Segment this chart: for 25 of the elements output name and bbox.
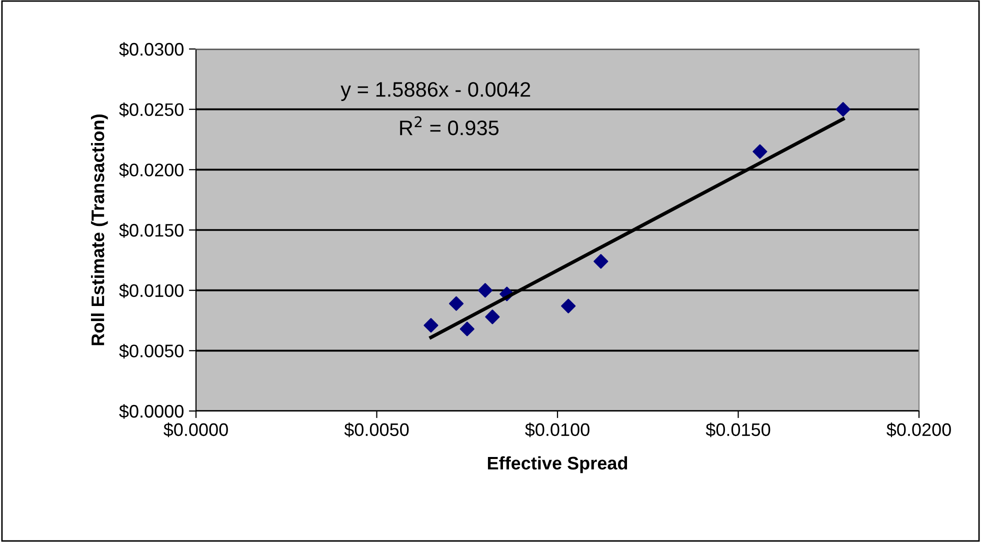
y-tick-label: $0.0050 bbox=[119, 344, 184, 358]
x-axis-title: Effective Spread bbox=[488, 456, 628, 474]
point bbox=[424, 318, 438, 333]
y-tick-label: $0.0000 bbox=[119, 404, 184, 419]
x-tick-label: $0.0200 bbox=[886, 422, 951, 438]
point bbox=[478, 283, 492, 298]
x-tick-label: $0.0000 bbox=[164, 422, 228, 438]
point bbox=[561, 298, 576, 314]
y-tick-label: $0.0200 bbox=[119, 162, 184, 178]
point bbox=[836, 102, 850, 117]
point bbox=[448, 296, 464, 311]
point bbox=[460, 322, 474, 336]
x-tick-label: $0.0100 bbox=[525, 422, 590, 438]
point bbox=[485, 310, 500, 324]
y-tick-label: $0.0300 bbox=[119, 42, 184, 57]
x-tick-label: $0.0050 bbox=[344, 422, 409, 438]
y-tick-label: $0.0100 bbox=[119, 284, 184, 298]
y-axis-title: Roll Estimate (Transaction) bbox=[90, 114, 108, 346]
point bbox=[594, 254, 608, 269]
x-tick-label: $0.0150 bbox=[706, 422, 770, 438]
point bbox=[752, 144, 768, 159]
annotation: R$^{2}$ = 0.935 bbox=[400, 116, 499, 136]
y-tick-label: $0.0150 bbox=[119, 223, 184, 238]
annotation: y = 1.5886x - 0.0042 bbox=[340, 82, 530, 101]
y-tick-label: $0.0250 bbox=[119, 102, 184, 118]
